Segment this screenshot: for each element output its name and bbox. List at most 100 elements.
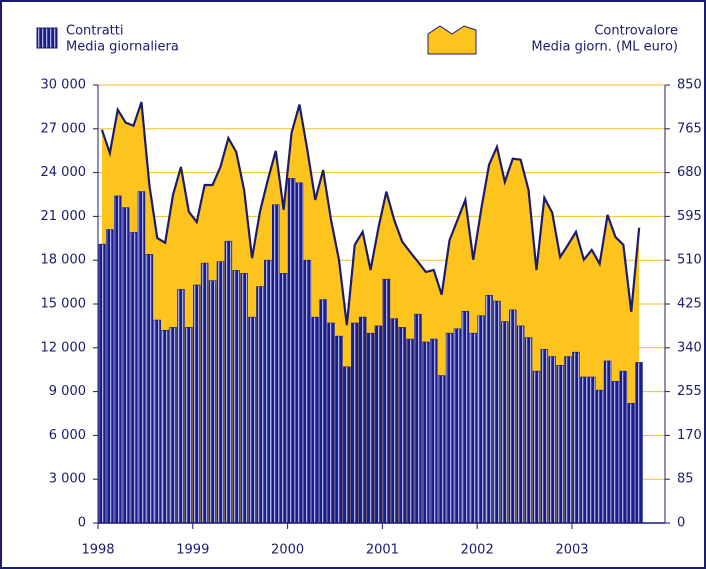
y2-tick-label: 85 xyxy=(677,472,694,487)
bar xyxy=(129,232,138,524)
line xyxy=(100,101,641,326)
y-tick-label: 12 000 xyxy=(41,340,87,355)
bar xyxy=(224,240,233,524)
legend-label: Controvalore xyxy=(594,24,678,39)
bar xyxy=(319,299,327,524)
y2-tick-label: 255 xyxy=(677,384,702,399)
bar xyxy=(548,356,556,524)
bar xyxy=(303,259,312,524)
bar xyxy=(327,322,335,524)
bar xyxy=(595,389,604,524)
x-tick-label: 1998 xyxy=(81,543,114,558)
bar xyxy=(572,351,580,524)
bar xyxy=(485,294,493,524)
legend-label: Media giornaliera xyxy=(66,40,179,55)
bar xyxy=(453,328,462,524)
bar xyxy=(366,332,375,524)
y2-tick-label: 680 xyxy=(677,165,702,180)
y-tick-label: 15 000 xyxy=(41,297,87,312)
legend-swatch-bars xyxy=(36,27,58,49)
bar xyxy=(390,318,398,524)
y-tick-label: 9 000 xyxy=(49,384,86,399)
y2-tick-label: 170 xyxy=(677,428,702,443)
bar xyxy=(358,316,367,524)
bar xyxy=(232,270,241,524)
bar xyxy=(422,341,430,524)
y-tick-label: 6 000 xyxy=(49,428,86,443)
bar xyxy=(635,362,643,524)
x-tick-label: 1999 xyxy=(176,543,209,558)
legend-swatch-area xyxy=(427,25,477,55)
x-tick-label: 2001 xyxy=(366,543,399,558)
x-tick-label: 2003 xyxy=(555,543,588,558)
bar xyxy=(177,289,185,524)
bar xyxy=(287,178,296,524)
y2-tick-label: 850 xyxy=(677,78,702,93)
bar xyxy=(429,338,438,524)
y2-tick-label: 340 xyxy=(677,340,702,355)
bar xyxy=(493,300,501,524)
bar xyxy=(445,332,454,524)
bar xyxy=(216,261,225,524)
y-tick-label: 24 000 xyxy=(41,165,87,180)
bar xyxy=(469,332,477,524)
bar xyxy=(248,316,256,524)
bar xyxy=(208,280,217,524)
bar xyxy=(161,329,169,524)
bar xyxy=(335,335,343,524)
bar xyxy=(414,313,422,524)
y2-tick-label: 425 xyxy=(677,297,702,312)
bar xyxy=(137,191,146,524)
bar xyxy=(619,370,628,524)
bar xyxy=(437,375,446,524)
bar xyxy=(587,376,596,524)
bar xyxy=(279,273,288,524)
bar xyxy=(240,273,248,524)
bar xyxy=(508,309,517,524)
bar xyxy=(114,195,122,524)
bar xyxy=(556,365,564,524)
bar xyxy=(343,366,351,524)
bar xyxy=(145,254,154,524)
bar xyxy=(193,284,201,524)
bar xyxy=(382,278,391,524)
bar xyxy=(501,321,509,524)
bar xyxy=(532,370,541,524)
bar xyxy=(540,348,549,524)
legend-label: Media giorn. (ML euro) xyxy=(531,40,678,55)
bar xyxy=(627,402,635,524)
bar xyxy=(106,229,114,524)
y2-tick-label: 765 xyxy=(677,121,702,136)
bar xyxy=(580,376,588,524)
bar xyxy=(98,243,106,524)
bar xyxy=(311,316,319,524)
bar xyxy=(398,327,406,524)
x-tick-label: 2000 xyxy=(271,543,304,558)
bar xyxy=(153,319,162,524)
bar xyxy=(169,327,177,524)
y-tick-label: 21 000 xyxy=(41,209,87,224)
bar xyxy=(516,325,525,524)
bar xyxy=(611,381,620,524)
y2-tick-label: 0 xyxy=(677,516,685,531)
legend-label: Contratti xyxy=(66,24,123,39)
bar xyxy=(295,182,304,524)
bar xyxy=(121,207,130,524)
y2-tick-label: 510 xyxy=(677,253,702,268)
y2-tick-label: 595 xyxy=(677,209,702,224)
y-tick-label: 27 000 xyxy=(41,121,87,136)
bar xyxy=(406,338,414,524)
bar xyxy=(374,325,383,524)
y-tick-label: 18 000 xyxy=(41,253,87,268)
x-tick-label: 2002 xyxy=(461,543,494,558)
bar xyxy=(461,310,470,524)
bar xyxy=(350,322,359,524)
bar xyxy=(477,315,485,524)
bar xyxy=(185,327,193,524)
y-tick-label: 3 000 xyxy=(49,472,86,487)
bar xyxy=(256,286,264,524)
bar xyxy=(603,360,612,524)
bar xyxy=(524,337,533,524)
